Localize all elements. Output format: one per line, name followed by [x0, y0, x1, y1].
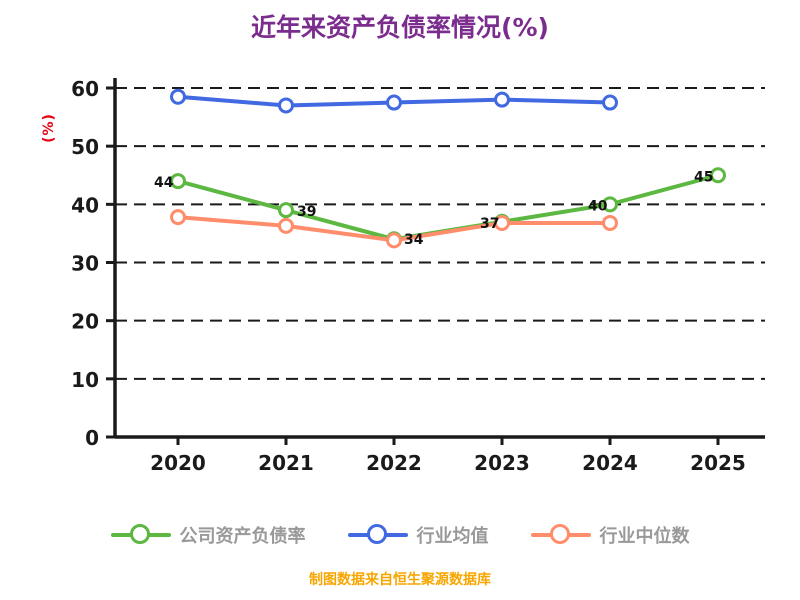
data-point-series-1 — [386, 94, 402, 111]
legend: 公司资产负债率 行业均值 行业中位数 — [0, 522, 800, 548]
x-tick-label: 2024 — [582, 451, 638, 475]
y-tick-label: 20 — [71, 310, 99, 334]
data-point-series-2 — [494, 214, 510, 231]
point-value-label: 34 — [404, 232, 424, 248]
footer-note: 制图数据来自恒生聚源数据库 — [309, 572, 491, 588]
data-point-series-1 — [602, 94, 618, 111]
legend-item-industry-median: 行业中位数 — [530, 522, 690, 548]
data-point-series-1 — [494, 91, 510, 108]
y-tick-label: 60 — [71, 77, 99, 101]
point-value-label: 40 — [588, 198, 608, 214]
y-tick-label: 10 — [71, 368, 99, 392]
point-value-label: 45 — [694, 169, 713, 185]
data-point-series-0 — [602, 196, 618, 213]
x-tick-label: 2023 — [474, 451, 530, 475]
legend-item-company-debt-ratio: 公司资产负债率 — [110, 522, 306, 548]
legend-circle-icon — [549, 524, 570, 544]
point-value-label: 44 — [154, 175, 174, 191]
legend-label-company: 公司资产负债率 — [179, 526, 306, 547]
y-tick-label: 0 — [85, 426, 99, 450]
legend-circle-icon — [366, 524, 387, 544]
data-point-series-1 — [170, 88, 186, 105]
x-tick-label: 2025 — [690, 451, 746, 475]
data-point-series-2 — [170, 209, 186, 226]
series-line-0 — [176, 173, 720, 242]
chart-title: 近年来资产负债率情况(%) — [251, 13, 549, 42]
y-tick-label: 40 — [71, 193, 99, 217]
legend-marker-industry-median — [530, 524, 591, 546]
legend-marker-industry-mean — [347, 524, 408, 546]
data-point-series-0 — [710, 167, 726, 184]
data-point-series-2 — [278, 217, 294, 234]
legend-label-industry-mean: 行业均值 — [416, 526, 489, 547]
data-point-series-0 — [170, 173, 186, 190]
point-value-label: 39 — [297, 204, 316, 220]
y-tick-label: 30 — [71, 252, 99, 276]
x-tick-label: 2021 — [258, 451, 314, 475]
data-point-series-0 — [278, 202, 294, 219]
data-point-series-1 — [278, 97, 294, 114]
data-point-series-2 — [386, 232, 402, 249]
legend-item-industry-mean: 行业均值 — [347, 522, 489, 548]
x-tick-label: 2022 — [366, 451, 422, 475]
y-tick-label: 50 — [71, 135, 99, 159]
legend-marker-company — [110, 524, 171, 546]
data-point-series-2 — [602, 214, 618, 231]
x-tick-label: 2020 — [150, 451, 206, 475]
legend-label-industry-median: 行业中位数 — [599, 526, 690, 547]
point-value-label: 37 — [480, 216, 499, 232]
legend-circle-icon — [129, 524, 150, 544]
